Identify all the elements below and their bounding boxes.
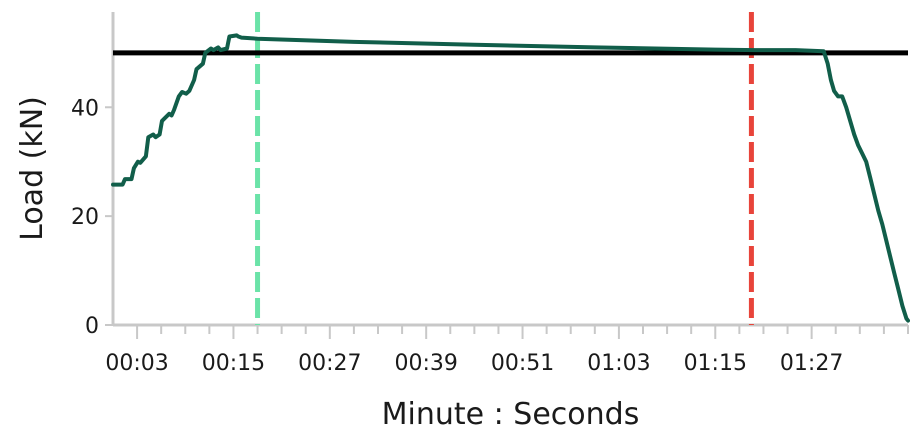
y-axis-title: Load (kN) (15, 96, 50, 241)
series-group (111, 33, 910, 323)
plot-area (113, 12, 908, 325)
ticks-group: 0 20 40 00:03 00:15 00:27 00:39 00:51 01:03 01:15… (71, 96, 909, 376)
marker-lines (255, 12, 754, 325)
x-tick-label: 01:27 (780, 351, 843, 376)
x-tick-label: 00:51 (491, 351, 554, 376)
x-tick-label: 00:39 (394, 351, 457, 376)
x-tick-label: 01:15 (684, 351, 747, 376)
y-tick-label: 0 (85, 314, 99, 339)
x-tick-label: 00:03 (105, 351, 168, 376)
x-tick-label: 00:27 (298, 351, 361, 376)
x-tick-label: 00:15 (202, 351, 265, 376)
x-tick-label: 01:03 (587, 351, 650, 376)
series-line (111, 33, 910, 323)
x-axis-title: Minute : Seconds (382, 397, 640, 432)
y-tick-label: 20 (71, 205, 99, 230)
axes (111, 12, 908, 327)
y-tick-label: 40 (71, 96, 99, 121)
